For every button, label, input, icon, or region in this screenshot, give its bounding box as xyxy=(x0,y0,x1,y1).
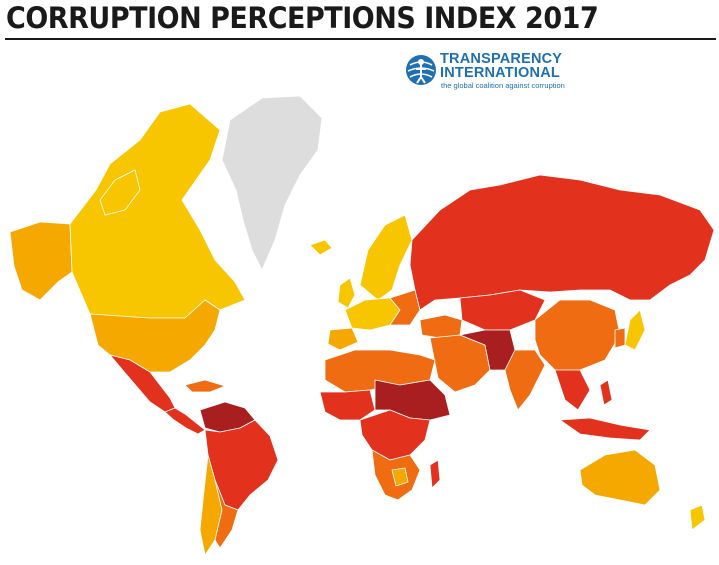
region-australia xyxy=(579,449,661,506)
logo-text-line2: INTERNATIONAL xyxy=(440,65,560,81)
region-russia xyxy=(409,174,715,311)
region-china xyxy=(534,299,621,371)
region-turkey xyxy=(419,314,463,339)
region-uk xyxy=(337,277,356,309)
region-iberia xyxy=(327,327,359,351)
region-southeast-asia xyxy=(554,369,591,411)
region-iceland xyxy=(309,239,333,256)
transparency-international-logo: TRANSPARENCY INTERNATIONAL the global co… xyxy=(404,50,574,92)
logo-text-line1: TRANSPARENCY xyxy=(440,51,563,67)
logo-tagline: the global coalition against corruption xyxy=(441,81,565,90)
region-central-america xyxy=(164,407,206,435)
region-central-africa xyxy=(359,409,431,461)
region-caribbean xyxy=(184,379,226,393)
region-canada xyxy=(69,103,246,319)
title-underline xyxy=(5,38,716,40)
region-botswana xyxy=(391,467,409,487)
region-west-africa xyxy=(319,389,376,421)
region-madagascar xyxy=(429,459,441,489)
region-philippines xyxy=(599,379,613,406)
globe-person-icon xyxy=(406,55,436,85)
region-argentina xyxy=(214,479,239,549)
region-alaska xyxy=(9,221,73,301)
region-japan xyxy=(624,309,646,351)
region-korea xyxy=(614,327,626,349)
region-arctic-islands xyxy=(99,169,141,216)
world-map xyxy=(9,95,715,556)
region-scandinavia xyxy=(359,214,413,301)
region-horn-of-africa xyxy=(374,379,451,421)
region-greenland xyxy=(221,95,323,271)
map-title: CORRUPTION PERCEPTIONS INDEX 2017 xyxy=(6,1,599,35)
region-india xyxy=(504,349,546,411)
region-new-zealand xyxy=(689,504,706,531)
region-indonesia xyxy=(559,417,651,441)
